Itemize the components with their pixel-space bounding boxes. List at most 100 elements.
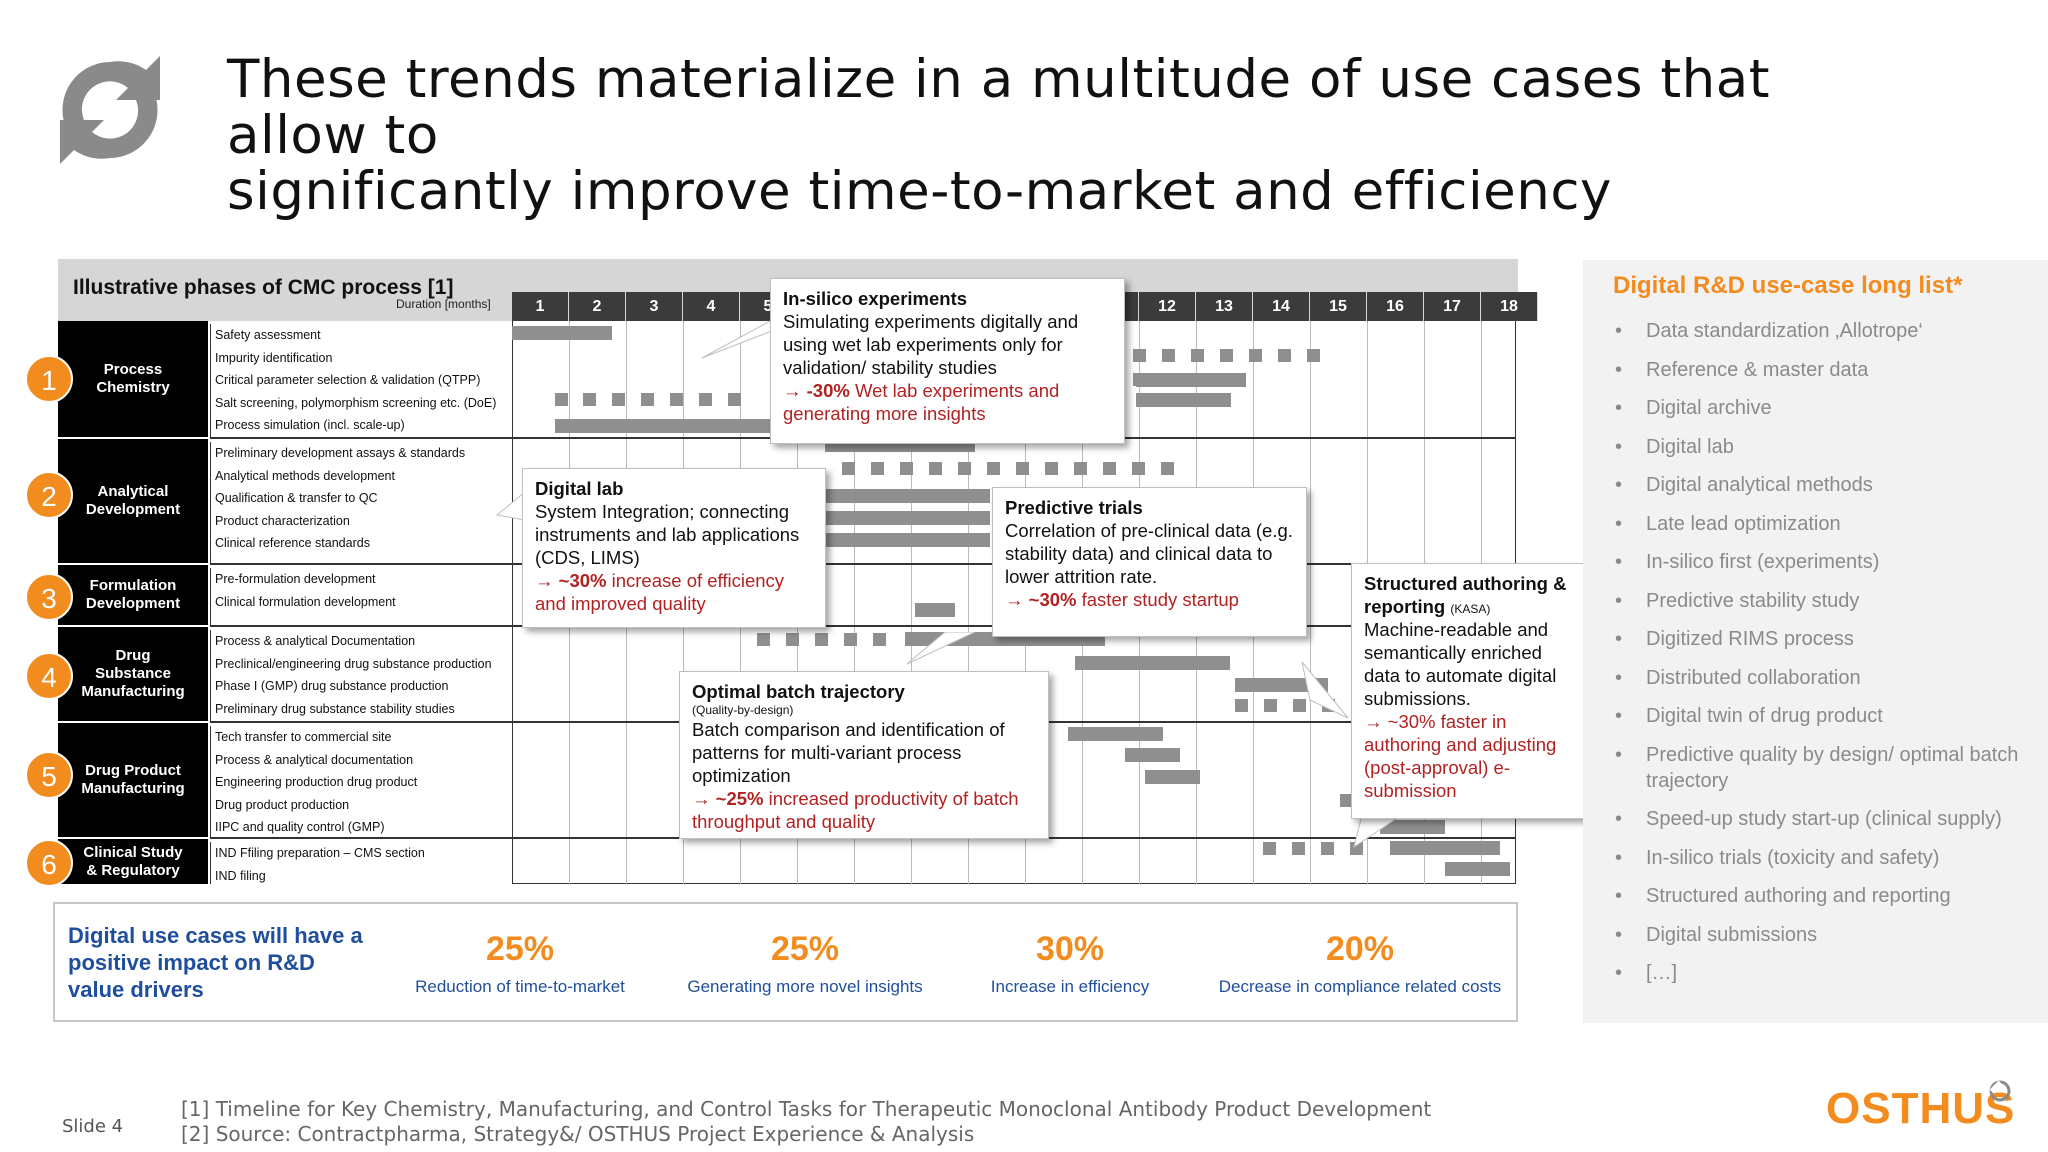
predictive-callout-tail (906, 632, 976, 665)
gantt-milestone (757, 633, 770, 646)
kpi-label: Increase in efficiency (990, 977, 1150, 996)
gantt-milestone (1045, 462, 1058, 475)
task-item: Qualification & transfer to QC (215, 491, 378, 505)
gantt-milestone (873, 633, 886, 646)
task-item: Clinical formulation development (215, 594, 396, 609)
kpi-value: 20% (1325, 930, 1395, 968)
task-item: Phase I (GMP) drug substance production (215, 679, 449, 693)
longlist-item: Structured authoring and reporting (1613, 883, 2033, 909)
longlist-item: In-silico trials (toxicity and safety) (1613, 845, 2033, 871)
batch-body: Batch comparison and identification of p… (692, 719, 1005, 786)
gantt-bar (1445, 862, 1510, 876)
phase-name-line: Clinical Study (83, 843, 183, 861)
task-item: Process simulation (incl. scale-up) (215, 418, 405, 432)
batch-title: Optimal batch trajectory (692, 681, 905, 702)
gantt-milestone (1292, 842, 1305, 855)
month-18: 18 (1481, 292, 1538, 321)
refresh-cycle-icon (60, 56, 160, 164)
gantt-milestone (670, 393, 683, 406)
slide-number: Slide 4 (62, 1116, 124, 1137)
gantt-milestone (871, 462, 884, 475)
gantt-milestone (900, 462, 913, 475)
longlist-item: Late lead optimization (1613, 511, 2033, 537)
longlist-item: Digital archive (1613, 395, 2033, 421)
task-item: Drug product production (215, 797, 350, 812)
gantt-milestone (1133, 349, 1146, 362)
month-12: 12 (1139, 292, 1196, 321)
kpi-value: 30% (1035, 930, 1105, 968)
phase-name-line: Process (103, 361, 163, 378)
gantt-milestone (786, 633, 799, 646)
task-item: Tech transfer to commercial site (215, 730, 392, 744)
gantt-milestone (929, 462, 942, 475)
phase-name-line: Analytical (97, 483, 169, 500)
task-item: Impurity identification (215, 350, 333, 365)
batch-subtitle: (Quality-by-design) (692, 703, 794, 717)
kpi-value: 25% (485, 930, 555, 968)
phase-name-line: & Regulatory (86, 861, 180, 879)
phase-divider (210, 625, 1516, 627)
gantt-milestone (987, 462, 1000, 475)
gantt-bar (1136, 393, 1231, 407)
phase-name-line: Manufacturing (81, 683, 185, 700)
gantt-milestone (1293, 699, 1306, 712)
predictive-impact: → ~30% faster study startup (1005, 589, 1239, 610)
longlist-item: Digital analytical methods (1613, 472, 2033, 498)
gantt-bar (1136, 373, 1246, 387)
title-line-1: These trends materialize in a multitude … (227, 49, 1770, 166)
phase-name-line: Formulation (89, 577, 177, 594)
gantt-bar (1390, 841, 1500, 855)
gantt-bar (1145, 770, 1200, 784)
phase-label: Clinical Study & Regulatory (58, 839, 208, 884)
gantt-bar (915, 603, 955, 617)
authoring-callout: Structured authoring & reporting (KASA) … (1351, 563, 1596, 819)
insilico-title: In-silico experiments (783, 288, 968, 309)
gantt-bar (555, 419, 770, 433)
gantt-milestone (815, 633, 828, 646)
phase-number-badge: 1 (25, 355, 73, 403)
batch-impact: → ~25% increased productivity of batch t… (692, 788, 1019, 832)
gantt-milestone (1133, 373, 1146, 386)
gantt-milestone (1321, 842, 1334, 855)
phase-number-badge: 5 (25, 751, 73, 799)
gantt-bar (825, 511, 990, 525)
gantt-bar (1075, 656, 1230, 670)
gantt-bar (825, 533, 990, 547)
month-1: 1 (512, 292, 569, 321)
phase-label: Process Chemistry (58, 321, 208, 437)
phase-name-line: Development (85, 595, 181, 612)
phase-name-line: Development (85, 501, 181, 518)
gantt-milestone (1264, 699, 1277, 712)
longlist-item: Reference & master data (1613, 357, 2033, 383)
gantt-milestone (1278, 349, 1291, 362)
gantt-bar (1125, 748, 1180, 762)
title-line-2: significantly improve time-to-market and… (227, 161, 1612, 222)
task-item: Engineering production drug product (215, 775, 418, 789)
task-item: Preliminary development assays & standar… (215, 446, 466, 460)
gantt-bar (512, 326, 612, 340)
gantt-milestone (1132, 462, 1145, 475)
gantt-milestone (1191, 349, 1204, 362)
digitallab-title: Digital lab (535, 478, 624, 499)
task-item: Salt screening, polymorphism screening e… (215, 395, 497, 410)
predictive-callout: Predictive trials Correlation of pre-cli… (992, 487, 1307, 637)
gantt-milestone (612, 393, 625, 406)
task-list: Preliminary development assays & standar… (210, 442, 512, 563)
phase-label: Drug Substance Manufacturing (58, 627, 208, 721)
longlist-item: Predictive quality by design/ optimal ba… (1613, 742, 2033, 794)
phase-name-line: Drug (115, 647, 151, 664)
authoring-impact: → ~30% faster in authoring and adjusting… (1364, 711, 1557, 801)
longlist-item: Distributed collaboration (1613, 665, 2033, 691)
phase-label: Analytical Development (58, 439, 208, 563)
task-item: Preclinical/engineering drug substance p… (215, 656, 492, 671)
gantt-milestone (1074, 462, 1087, 475)
gantt-milestone (728, 393, 741, 406)
task-list: Tech transfer to commercial site Process … (210, 726, 512, 837)
task-item: Pre-formulation development (215, 572, 376, 586)
digitallab-callout: Digital lab System Integration; connecti… (522, 468, 826, 628)
gantt-milestone (1235, 699, 1248, 712)
brand-logo: OSTHUS (1826, 1084, 2016, 1133)
gantt-milestone (1162, 349, 1175, 362)
gantt-milestone (1340, 794, 1353, 807)
batch-callout: Optimal batch trajectory (Quality-by-des… (679, 671, 1049, 839)
